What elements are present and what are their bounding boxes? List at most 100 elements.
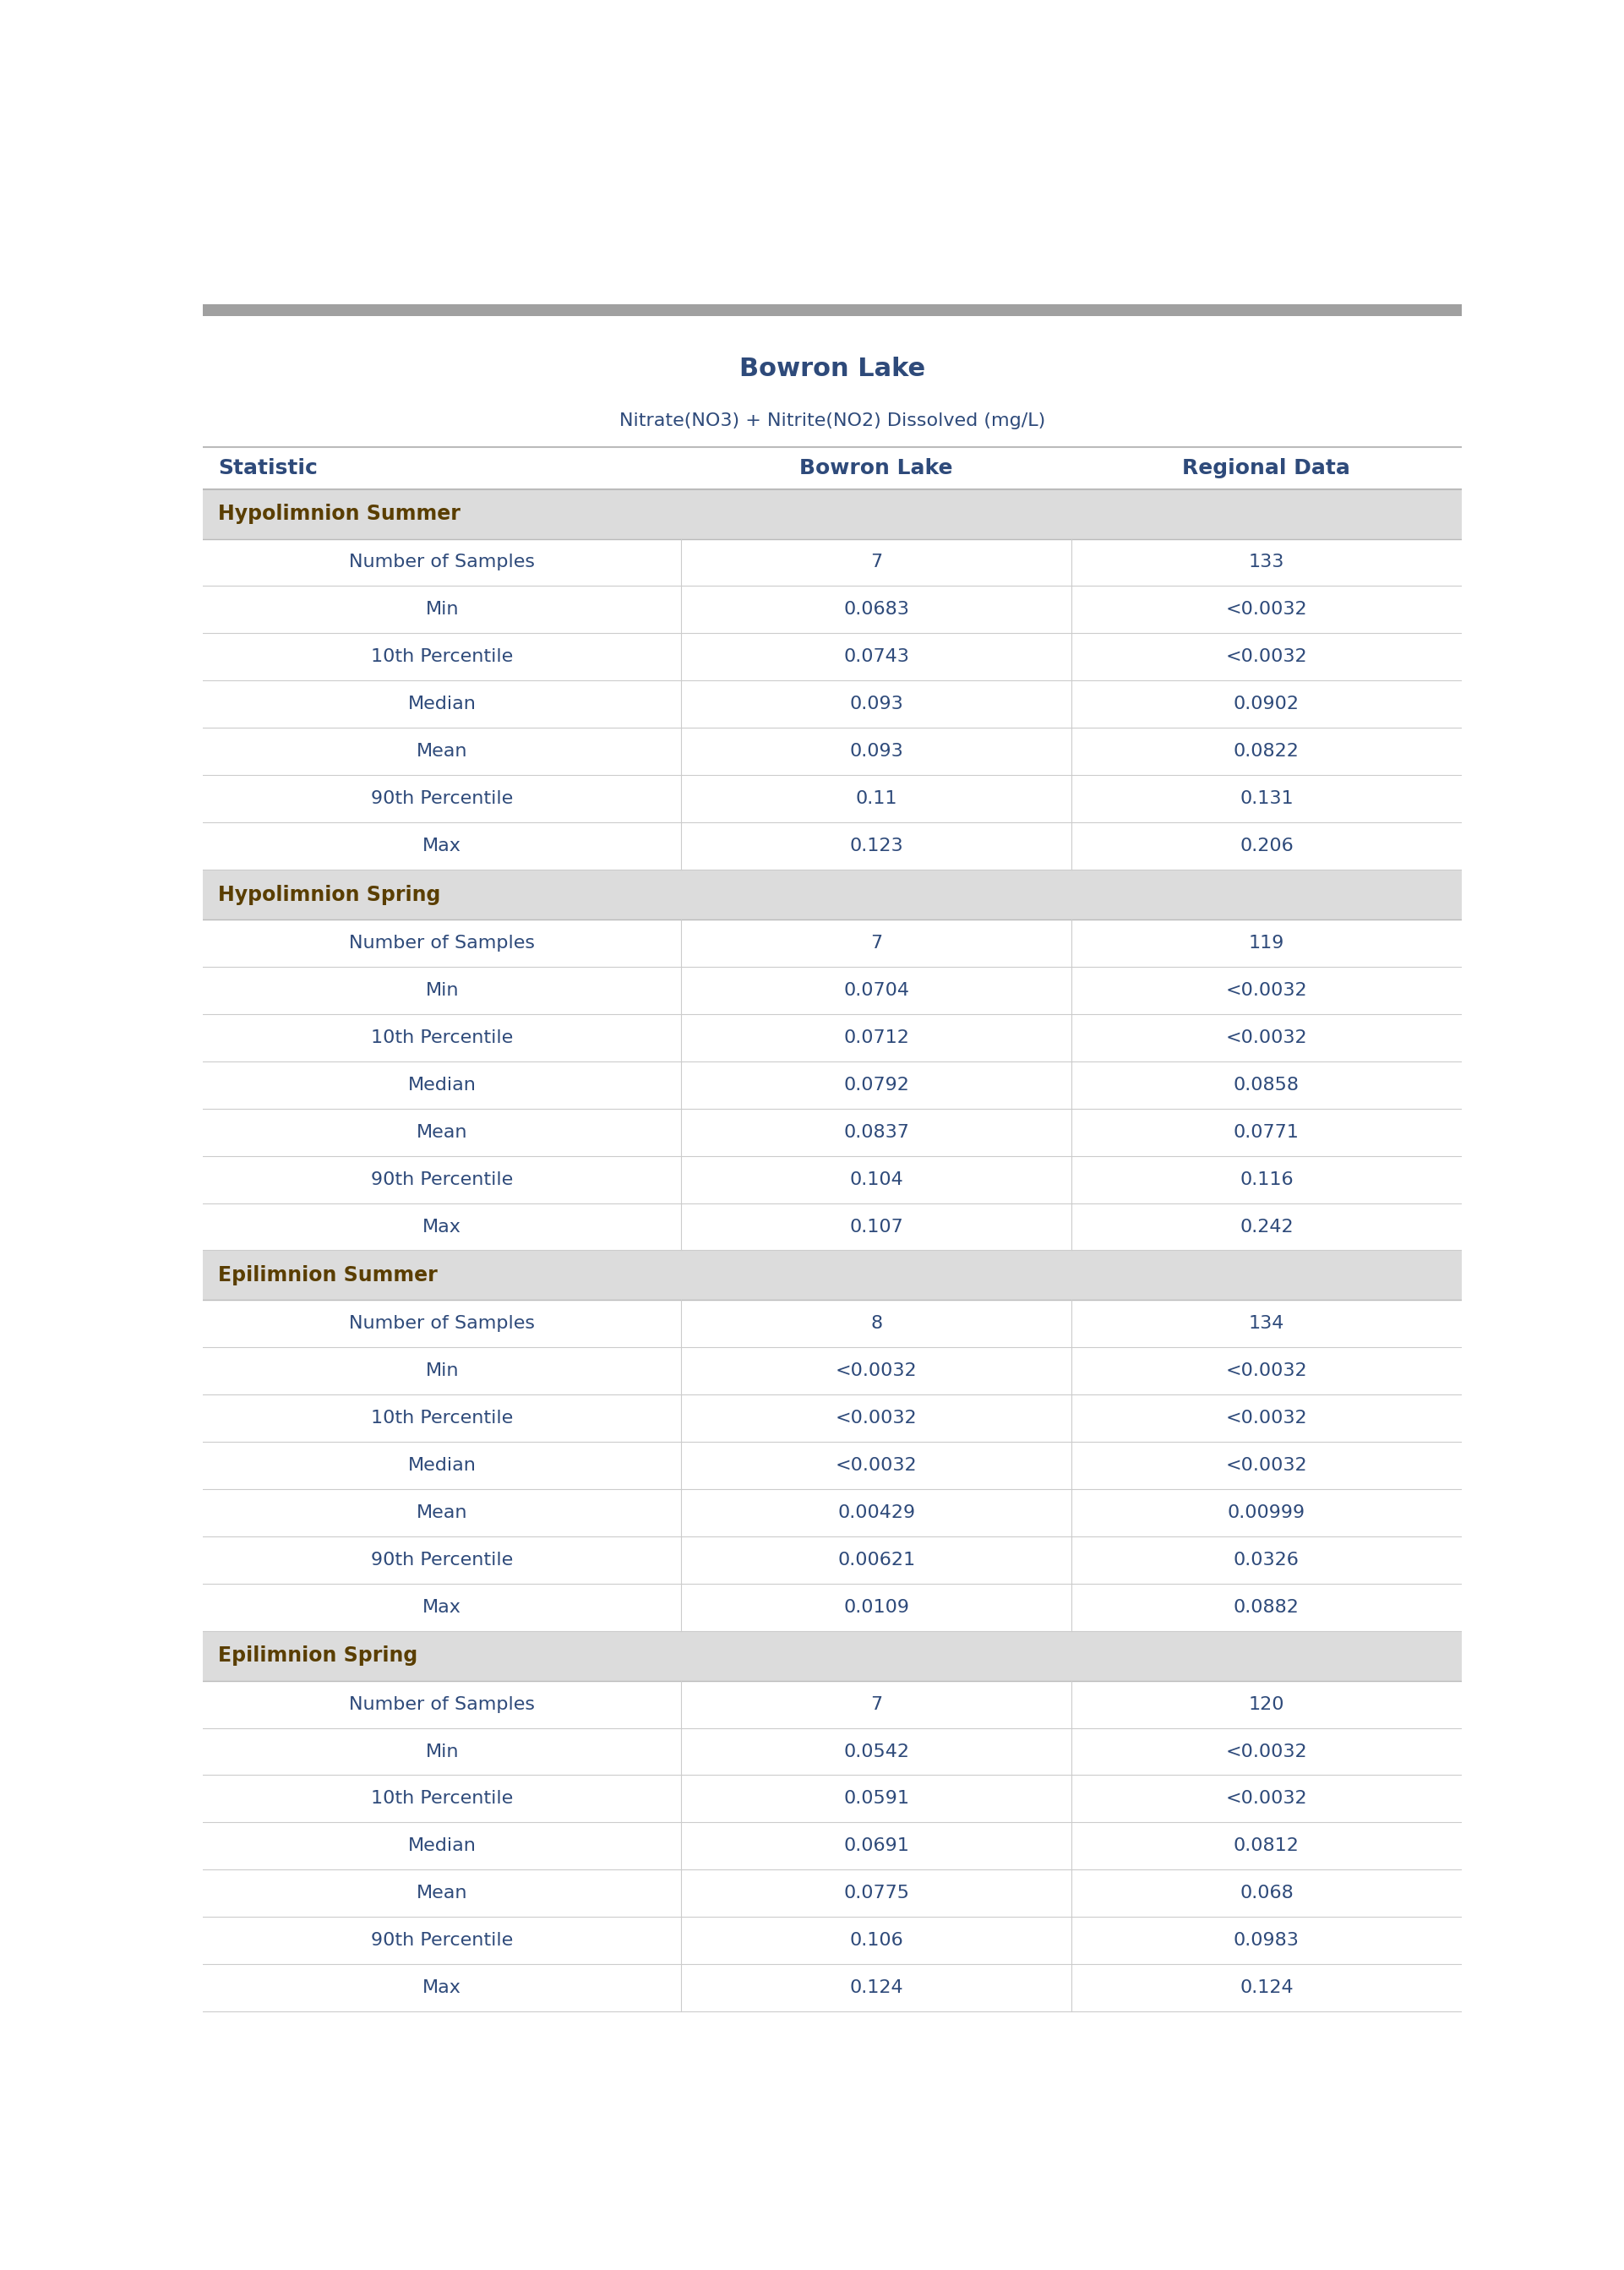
Bar <box>203 919 1462 967</box>
Bar <box>203 447 1462 488</box>
Text: Max: Max <box>422 1598 461 1616</box>
Text: Statistic: Statistic <box>218 459 318 479</box>
Text: 7: 7 <box>870 554 882 570</box>
Text: Number of Samples: Number of Samples <box>349 1314 534 1332</box>
Text: 0.0542: 0.0542 <box>843 1743 909 1759</box>
Text: 134: 134 <box>1249 1314 1285 1332</box>
Bar <box>203 1630 1462 1680</box>
Bar <box>203 1301 1462 1348</box>
Bar <box>203 1964 1462 2011</box>
Bar <box>203 681 1462 729</box>
Bar <box>203 1203 1462 1251</box>
Text: 0.0691: 0.0691 <box>843 1839 909 1855</box>
Text: Min: Min <box>425 983 460 999</box>
Text: Mean: Mean <box>417 1124 468 1140</box>
Bar <box>203 304 1462 316</box>
Bar <box>203 538 1462 586</box>
Bar <box>203 1441 1462 1489</box>
Bar <box>203 1680 1462 1727</box>
Text: 0.0326: 0.0326 <box>1234 1553 1299 1569</box>
Text: 0.093: 0.093 <box>849 697 903 713</box>
Text: 0.0775: 0.0775 <box>843 1884 909 1902</box>
Text: 0.0882: 0.0882 <box>1234 1598 1299 1616</box>
Text: 0.0704: 0.0704 <box>843 983 909 999</box>
Text: 0.0858: 0.0858 <box>1234 1076 1299 1094</box>
Text: Number of Samples: Number of Samples <box>349 554 534 570</box>
Bar <box>203 822 1462 869</box>
Bar <box>203 488 1462 538</box>
Text: Epilimnion Spring: Epilimnion Spring <box>218 1646 417 1666</box>
Bar <box>203 1870 1462 1916</box>
Text: Min: Min <box>425 1362 460 1380</box>
Text: 119: 119 <box>1249 935 1285 951</box>
Text: 0.206: 0.206 <box>1239 838 1293 854</box>
Text: <0.0032: <0.0032 <box>1226 602 1307 617</box>
Text: 0.093: 0.093 <box>849 742 903 760</box>
Text: <0.0032: <0.0032 <box>1226 1457 1307 1473</box>
Text: Median: Median <box>408 1839 476 1855</box>
Text: 0.124: 0.124 <box>1239 1979 1293 1995</box>
Text: <0.0032: <0.0032 <box>1226 1410 1307 1426</box>
Text: 0.0109: 0.0109 <box>843 1598 909 1616</box>
Text: Median: Median <box>408 1457 476 1473</box>
Text: 0.00429: 0.00429 <box>838 1505 916 1521</box>
Bar <box>203 1489 1462 1537</box>
Text: 0.104: 0.104 <box>849 1171 903 1187</box>
Text: 90th Percentile: 90th Percentile <box>370 1171 513 1187</box>
Text: Hypolimnion Spring: Hypolimnion Spring <box>218 885 440 906</box>
Text: <0.0032: <0.0032 <box>835 1457 918 1473</box>
Bar <box>203 1108 1462 1155</box>
Text: 0.00621: 0.00621 <box>838 1553 916 1569</box>
Text: <0.0032: <0.0032 <box>1226 1362 1307 1380</box>
Text: 7: 7 <box>870 1696 882 1712</box>
Text: 0.0743: 0.0743 <box>843 649 909 665</box>
Text: Mean: Mean <box>417 742 468 760</box>
Bar <box>203 1251 1462 1301</box>
Text: Bowron Lake: Bowron Lake <box>739 356 926 381</box>
Text: Number of Samples: Number of Samples <box>349 1696 534 1712</box>
Text: 90th Percentile: 90th Percentile <box>370 1553 513 1569</box>
Text: Max: Max <box>422 838 461 854</box>
Text: 0.00999: 0.00999 <box>1228 1505 1306 1521</box>
Text: Max: Max <box>422 1979 461 1995</box>
Bar <box>203 633 1462 681</box>
Text: 0.0591: 0.0591 <box>843 1791 909 1807</box>
Text: 10th Percentile: 10th Percentile <box>370 1791 513 1807</box>
Text: Hypolimnion Summer: Hypolimnion Summer <box>218 504 461 524</box>
Text: Nitrate(NO3) + Nitrite(NO2) Dissolved (mg/L): Nitrate(NO3) + Nitrite(NO2) Dissolved (m… <box>619 413 1046 429</box>
Bar <box>203 1155 1462 1203</box>
Text: 0.106: 0.106 <box>849 1932 903 1950</box>
Text: <0.0032: <0.0032 <box>1226 1791 1307 1807</box>
Bar <box>203 1015 1462 1062</box>
Text: 0.0812: 0.0812 <box>1234 1839 1299 1855</box>
Text: 10th Percentile: 10th Percentile <box>370 1410 513 1426</box>
Text: 0.068: 0.068 <box>1239 1884 1293 1902</box>
Text: 7: 7 <box>870 935 882 951</box>
Text: <0.0032: <0.0032 <box>1226 1028 1307 1046</box>
Bar <box>203 1537 1462 1584</box>
Text: Regional Data: Regional Data <box>1182 459 1351 479</box>
Text: 10th Percentile: 10th Percentile <box>370 1028 513 1046</box>
Text: Min: Min <box>425 602 460 617</box>
Bar <box>203 1062 1462 1108</box>
Bar <box>203 1584 1462 1630</box>
Text: 0.131: 0.131 <box>1239 790 1293 808</box>
Text: <0.0032: <0.0032 <box>1226 983 1307 999</box>
Text: <0.0032: <0.0032 <box>835 1410 918 1426</box>
Text: Bowron Lake: Bowron Lake <box>799 459 953 479</box>
Bar <box>203 586 1462 633</box>
Text: <0.0032: <0.0032 <box>1226 649 1307 665</box>
Text: Min: Min <box>425 1743 460 1759</box>
Text: 0.0771: 0.0771 <box>1234 1124 1299 1140</box>
Bar <box>203 1348 1462 1394</box>
Bar <box>203 1775 1462 1823</box>
Text: 0.0983: 0.0983 <box>1234 1932 1299 1950</box>
Bar <box>203 1394 1462 1441</box>
Bar <box>203 774 1462 822</box>
Text: 10th Percentile: 10th Percentile <box>370 649 513 665</box>
Text: 0.124: 0.124 <box>849 1979 903 1995</box>
Text: 0.0712: 0.0712 <box>843 1028 909 1046</box>
Text: 0.0837: 0.0837 <box>843 1124 909 1140</box>
Text: 0.0822: 0.0822 <box>1234 742 1299 760</box>
Bar <box>203 967 1462 1015</box>
